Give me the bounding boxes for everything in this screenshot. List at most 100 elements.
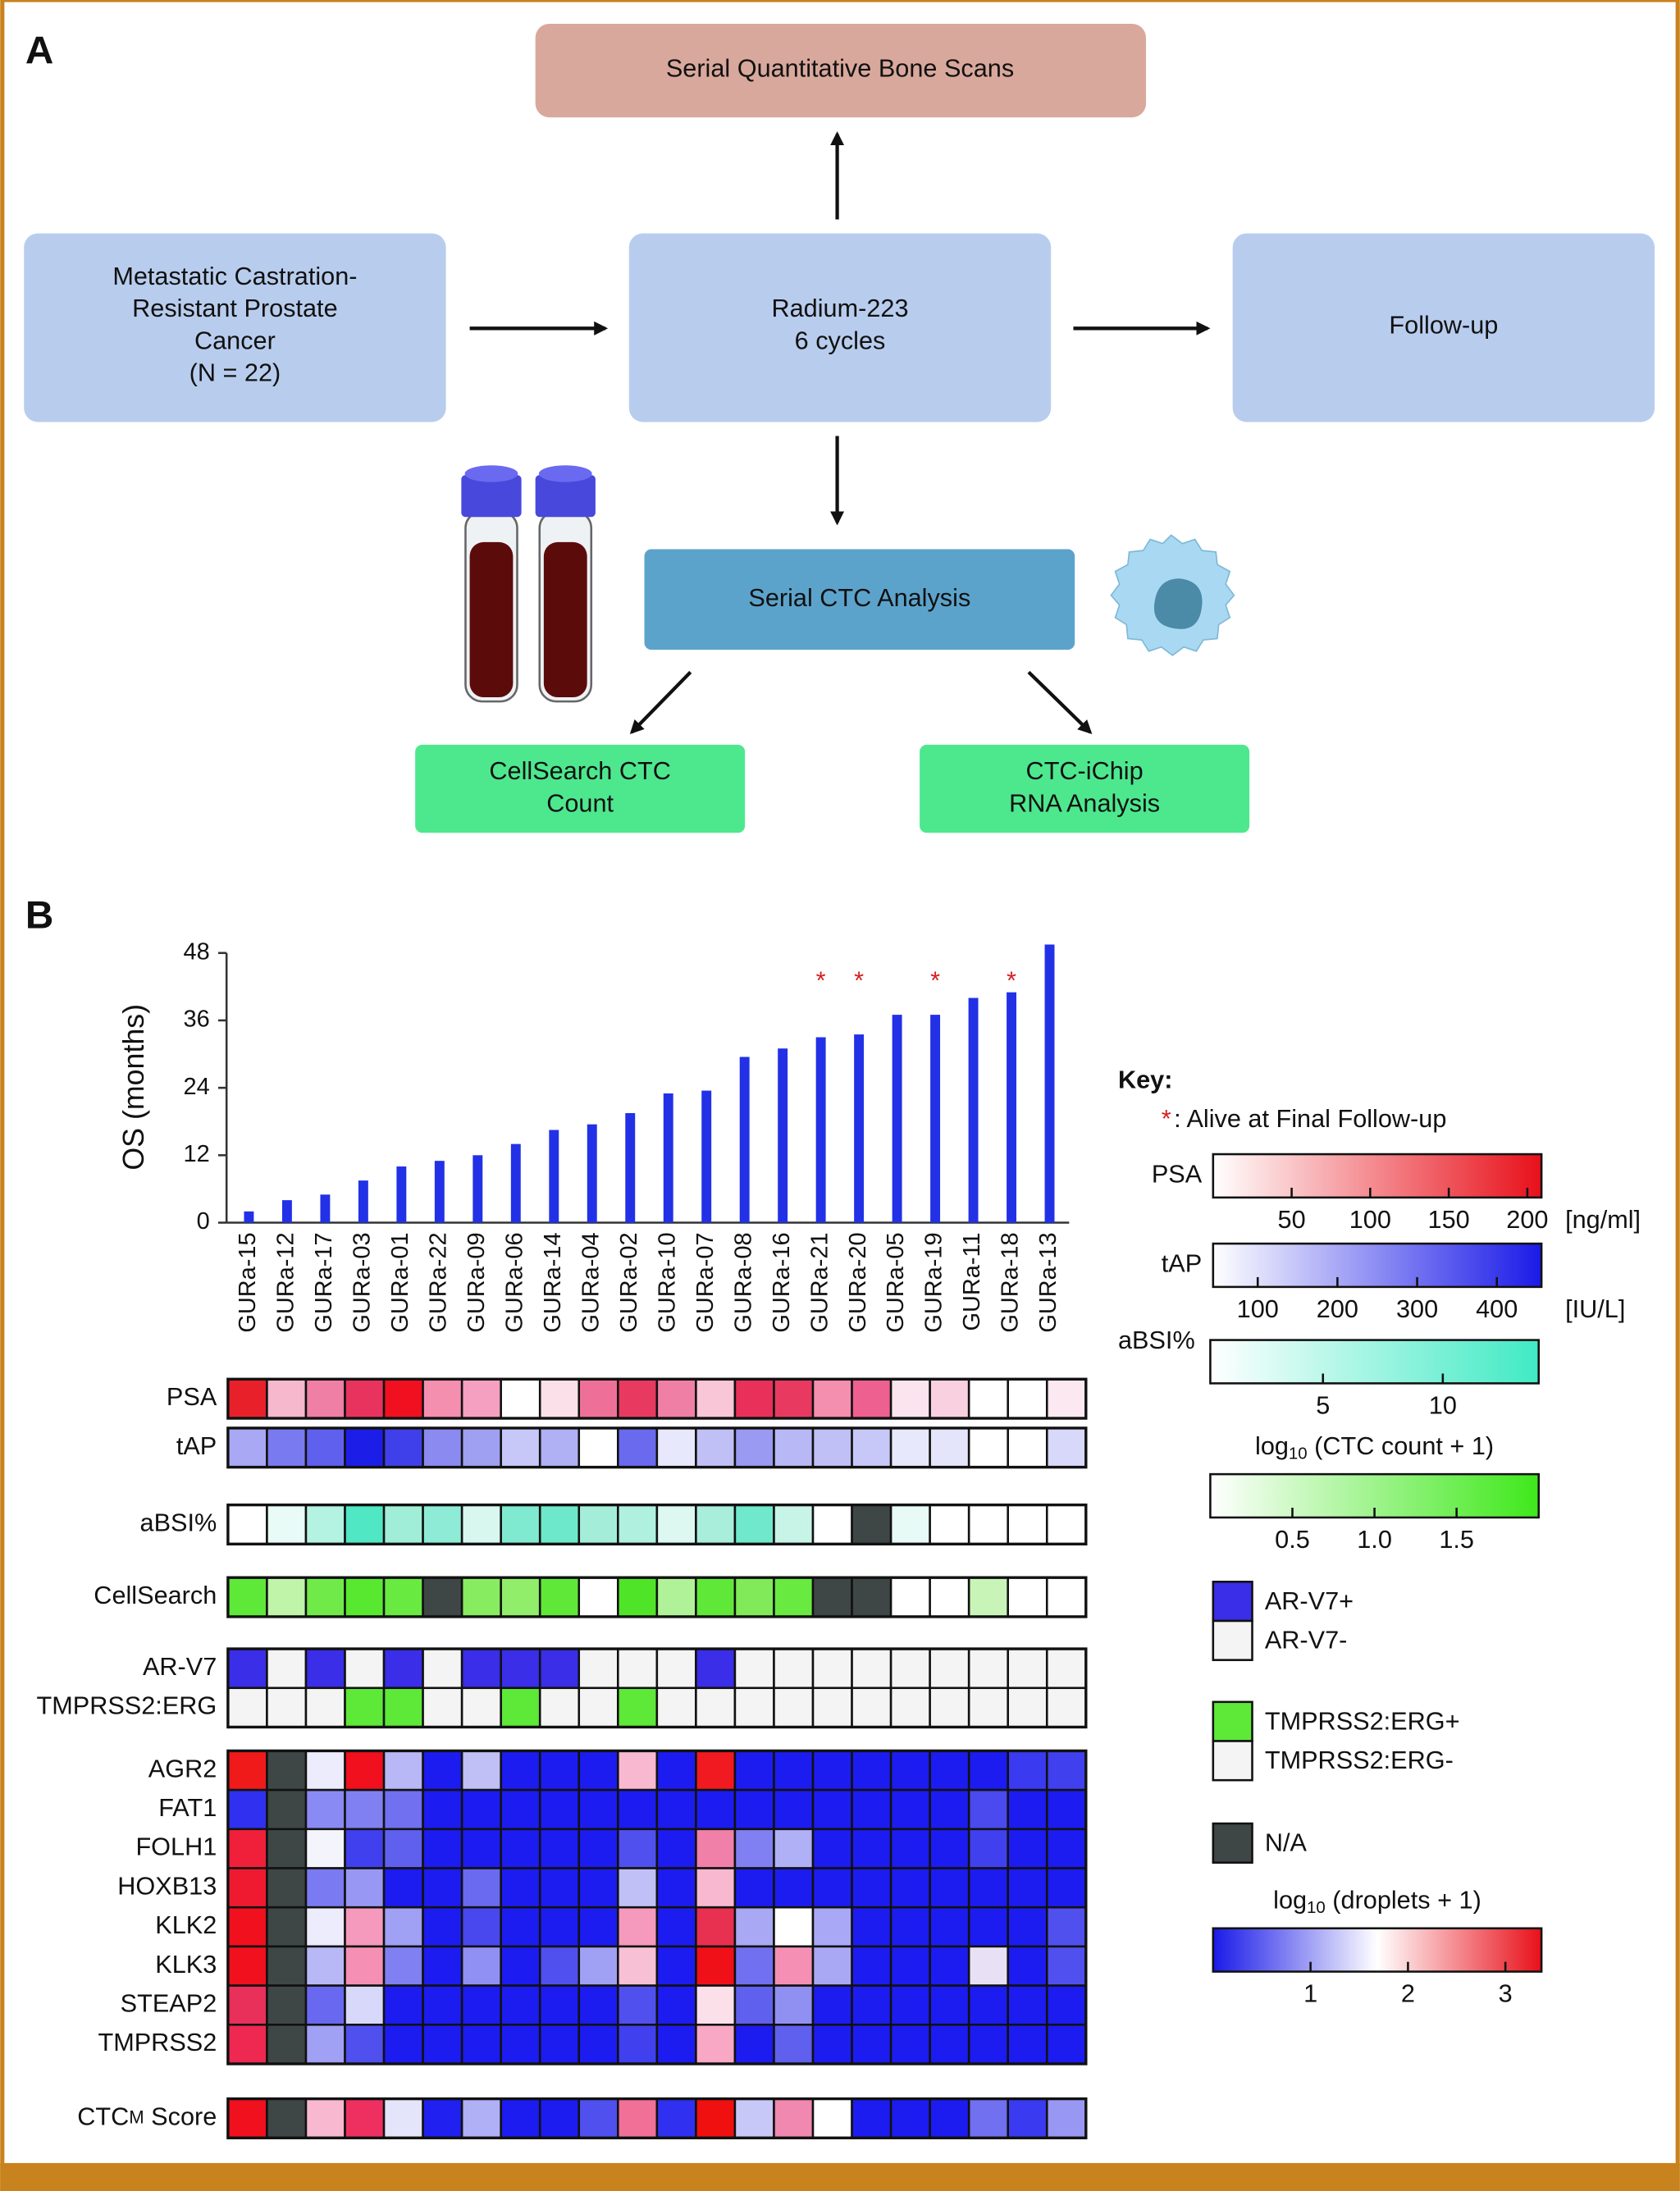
legend-label: AR-V7- <box>1265 1627 1348 1655</box>
scale-tick-label: 50 <box>1278 1206 1306 1234</box>
bar <box>472 1155 483 1223</box>
box-text: 6 cycles <box>795 326 886 354</box>
heatmap-cell <box>733 1378 775 1420</box>
heatmap-cell <box>811 1750 853 1792</box>
y-tick-label: 0 <box>197 1208 210 1235</box>
heatmap-cell <box>344 1647 386 1690</box>
heatmap-cell <box>695 2097 737 2139</box>
heatmap-cell <box>422 1906 463 1948</box>
heatmap-cell <box>344 1945 386 1987</box>
heatmap-cell <box>929 1828 970 1869</box>
heatmap-cell <box>889 1945 931 1987</box>
heatmap-cell <box>226 1750 268 1792</box>
heatmap-cell <box>500 1867 541 1909</box>
panel-label: A <box>25 29 53 72</box>
x-tick-label: GURa-02 <box>616 1232 642 1332</box>
heatmap-cell <box>344 2024 386 2065</box>
heatmap-cell <box>538 1828 581 1869</box>
heatmap-cell <box>655 1828 697 1869</box>
scale-tick-label: 10 <box>1429 1391 1457 1419</box>
heatmap-cell <box>967 1647 1010 1690</box>
heatmap-cell <box>695 1647 737 1690</box>
heatmap-cell <box>967 1504 1010 1545</box>
heatmap-cell <box>889 1687 931 1728</box>
heatmap-cell <box>967 1750 1010 1792</box>
heatmap-cell <box>851 1945 892 1987</box>
heatmap-cell <box>382 1687 424 1728</box>
heatmap-cell <box>382 1788 424 1831</box>
row-label: AGR2 <box>148 1755 217 1782</box>
heatmap-cell <box>226 1426 268 1468</box>
heatmap-cell <box>460 1576 502 1618</box>
bar <box>930 1015 941 1223</box>
bar <box>778 1048 788 1223</box>
heatmap-cell <box>617 1576 659 1618</box>
key-marker: * <box>1162 1105 1171 1133</box>
heatmap-cell <box>617 1984 659 2026</box>
box-text: Metastatic Castration- <box>112 262 357 290</box>
heatmap-cell <box>382 1750 424 1792</box>
legend-label: N/A <box>1265 1829 1308 1857</box>
blood-tubes <box>461 465 596 703</box>
heatmap-cell <box>733 2024 775 2065</box>
color-scale <box>1212 1927 1543 1973</box>
heatmap-cell <box>382 1378 424 1420</box>
heatmap-cell <box>344 1426 386 1468</box>
box-text: Count <box>546 789 614 817</box>
heatmap-cell <box>773 1945 815 1987</box>
heatmap-cell <box>266 1426 308 1468</box>
x-tick-label: GURa-12 <box>273 1232 299 1332</box>
heatmap-cell <box>695 1906 737 1948</box>
heatmap-cell <box>1045 1945 1088 1987</box>
legend-swatch <box>1212 1822 1253 1864</box>
heatmap-cell <box>695 1750 737 1792</box>
heatmap-cell <box>811 1576 853 1618</box>
heatmap-cell <box>773 1906 815 1948</box>
box-text: Serial Quantitative Bone Scans <box>666 54 1014 82</box>
bar <box>625 1112 636 1223</box>
heatmap-cell <box>851 1504 892 1545</box>
heatmap-cell <box>773 2024 815 2065</box>
heatmap-cell <box>304 1647 346 1690</box>
heatmap-cell <box>382 1945 424 1987</box>
heatmap-cell <box>266 1788 308 1831</box>
heatmap-cell <box>695 1788 737 1831</box>
heatmap-cell <box>538 1426 581 1468</box>
heatmap-cell <box>889 2024 931 2065</box>
heatmap-cell <box>655 1984 697 2026</box>
heatmap-cell <box>500 1984 541 2026</box>
heatmap-cell <box>967 1426 1010 1468</box>
heatmap-cell <box>500 1576 541 1618</box>
heatmap-cell <box>1045 2024 1088 2065</box>
heatmap-cell <box>266 1867 308 1909</box>
heatmap-cell <box>1007 1647 1048 1690</box>
heatmap-cell <box>460 1647 502 1690</box>
heatmap-cell <box>578 1750 619 1792</box>
heatmap-cell <box>617 1945 659 1987</box>
heatmap-cell <box>344 1750 386 1792</box>
heatmap-cell <box>1007 1426 1048 1468</box>
heatmap-cell <box>226 1788 268 1831</box>
key-text: : Alive at Final Follow-up <box>1174 1105 1446 1133</box>
heatmap-cell <box>617 1867 659 1909</box>
heatmap-cell <box>578 1687 619 1728</box>
heatmap-cell <box>460 1378 502 1420</box>
heatmap-cell <box>226 1945 268 1987</box>
legend-label: TMPRSS2:ERG- <box>1265 1746 1454 1774</box>
heatmap-frame <box>226 1749 1088 2065</box>
heatmap-cell <box>929 1984 970 2026</box>
heatmap-cell <box>1045 1426 1088 1468</box>
alive-marker: * <box>930 967 940 995</box>
heatmap-cell <box>304 1576 346 1618</box>
heatmap-cell <box>851 2024 892 2065</box>
scale-title-part: (droplets + 1) <box>1326 1886 1481 1914</box>
heatmap-cell <box>304 1687 346 1728</box>
row-label: TMPRSS2:ERG <box>37 1692 217 1720</box>
heatmap-cell <box>460 1984 502 2026</box>
heatmap-cell <box>226 1687 268 1728</box>
scale-tick-label: 200 <box>1317 1295 1358 1323</box>
y-axis-label: OS (months) <box>117 1004 150 1171</box>
heatmap-cell <box>266 1576 308 1618</box>
heatmap-cell <box>851 1828 892 1869</box>
